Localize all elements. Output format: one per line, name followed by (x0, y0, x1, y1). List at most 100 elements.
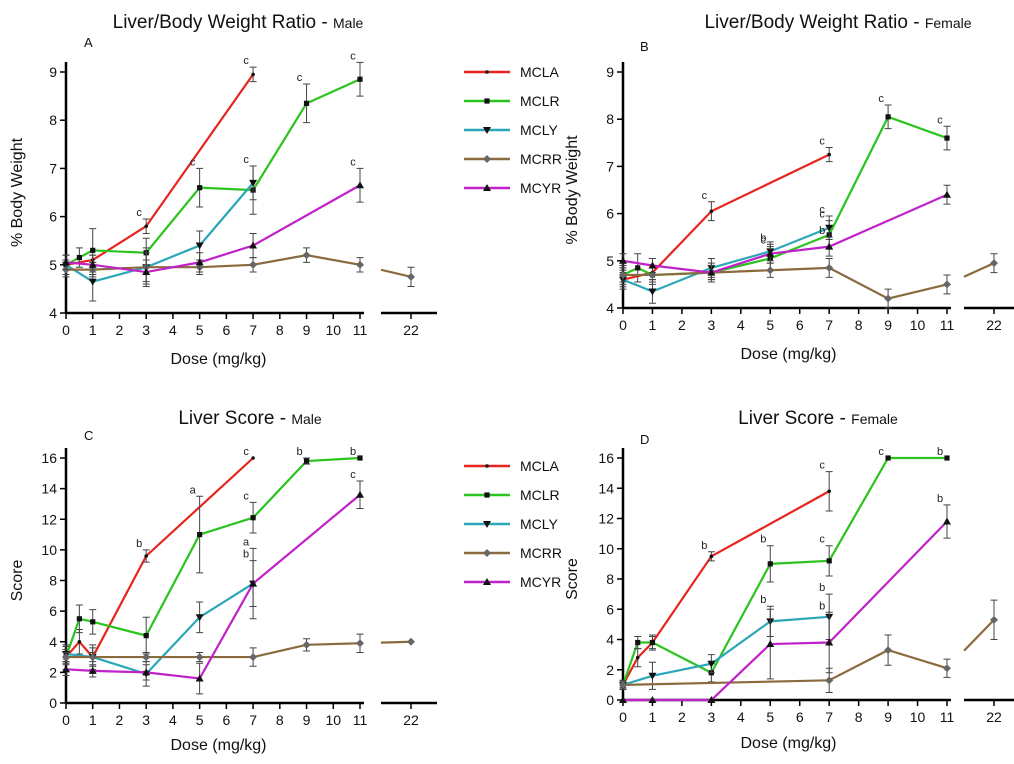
significance-label: b (937, 446, 943, 458)
data-point (635, 655, 640, 660)
x-tick-label-break: 22 (986, 709, 1002, 725)
x-tick-label: 7 (249, 712, 257, 728)
legend-marker (484, 492, 490, 498)
legend-label: MCLY (520, 122, 559, 138)
panel-title-main: Liver/Body Weight Ratio - (704, 12, 924, 33)
significance-label: b (760, 232, 766, 244)
x-tick-label: 10 (910, 317, 926, 333)
data-point (90, 247, 96, 253)
significance-label: c (819, 460, 825, 472)
y-tick-label: 6 (606, 601, 614, 617)
data-point (88, 666, 97, 674)
legend-label: MCLY (520, 516, 559, 532)
x-tick-label: 5 (196, 322, 204, 338)
data-point (943, 280, 951, 289)
legend-item: MCYR (464, 574, 561, 590)
series-line (65, 78, 361, 266)
series-mcrr (619, 599, 998, 693)
y-tick-label: 8 (49, 112, 57, 128)
legend-marker (483, 127, 491, 134)
significance-label: c (243, 55, 249, 67)
data-point (195, 242, 204, 250)
y-tick-label: 9 (49, 64, 57, 80)
data-point (195, 614, 204, 622)
x-tick-label: 6 (222, 712, 230, 728)
data-point (944, 135, 950, 141)
y-tick-label: 2 (49, 664, 57, 680)
data-point (648, 672, 657, 680)
significance-label: b (760, 594, 766, 606)
x-tick-label: 4 (737, 709, 745, 725)
legend-label: MCRR (520, 545, 562, 561)
data-point (825, 638, 834, 646)
panel-title-sex: Male (291, 411, 322, 427)
data-point (619, 256, 627, 264)
data-point (943, 190, 951, 198)
x-tick-label: 1 (649, 317, 657, 333)
y-tick-label: 12 (41, 511, 57, 527)
x-tick-label: 7 (249, 322, 257, 338)
y-tick-label: 0 (49, 695, 57, 711)
data-point (88, 653, 97, 662)
data-point (619, 696, 627, 703)
x-tick-label: 0 (62, 322, 70, 338)
series-line-break (380, 640, 412, 644)
x-tick-label-break: 22 (986, 317, 1002, 333)
data-point (356, 260, 364, 269)
x-tick-label: 1 (89, 712, 97, 728)
series-line (65, 457, 254, 659)
data-point (827, 489, 831, 494)
legend-marker (483, 578, 491, 585)
legend-item: MCLA (464, 458, 560, 474)
data-point (635, 265, 641, 271)
significance-label: c (243, 490, 249, 502)
series-line-break (963, 262, 995, 278)
series-mclr: c c c c (62, 50, 364, 275)
x-tick-label: 7 (825, 709, 833, 725)
data-point (76, 254, 82, 261)
significance-label: c (819, 204, 825, 216)
x-tick-label: 10 (325, 322, 341, 338)
data-point (990, 615, 998, 624)
legend-2: MCLA MCLR MCLY MCRR MCYR (464, 458, 562, 590)
data-point (249, 579, 258, 587)
y-tick-label: 8 (606, 111, 614, 127)
y-tick-label: 14 (41, 481, 57, 497)
significance-label: b (819, 600, 825, 612)
data-point (648, 696, 657, 703)
data-point (635, 639, 641, 646)
data-point (249, 260, 258, 269)
significance-label: c (190, 156, 196, 168)
panel-a: Liver/Body Weight Ratio - Male A 4 5 6 7 8 9 0 1 2… (9, 12, 437, 368)
x-tick-label: 5 (766, 709, 774, 725)
x-tick-label: 8 (276, 322, 284, 338)
data-point (766, 266, 775, 275)
panel-title-main: Liver Score - (178, 408, 291, 429)
series-line-break (380, 268, 412, 278)
series-line (65, 493, 361, 680)
x-tick-label: 2 (116, 322, 124, 338)
data-point (249, 653, 258, 662)
data-point (144, 554, 148, 558)
significance-label: c (350, 469, 356, 481)
x-tick-label-break: 22 (403, 322, 419, 338)
data-point (827, 152, 831, 157)
x-tick-label: 7 (825, 317, 833, 333)
legend-label: MCLR (520, 487, 560, 503)
data-point (77, 639, 82, 644)
series-mcly (62, 165, 258, 302)
y-axis-label: % Body Weight (564, 135, 581, 245)
significance-label: b (136, 538, 142, 550)
y-tick-label: 5 (49, 257, 57, 273)
significance-label: c (819, 136, 825, 148)
data-point (707, 660, 716, 668)
y-tick-label: 6 (49, 603, 57, 619)
data-point (884, 646, 893, 655)
y-tick-label: 4 (606, 632, 614, 648)
legend-item: MCLY (464, 122, 559, 138)
panel-title: Liver/Body Weight Ratio - Male (113, 12, 364, 33)
series-line (622, 648, 948, 686)
data-point (356, 181, 364, 189)
y-tick-label: 16 (41, 450, 57, 466)
